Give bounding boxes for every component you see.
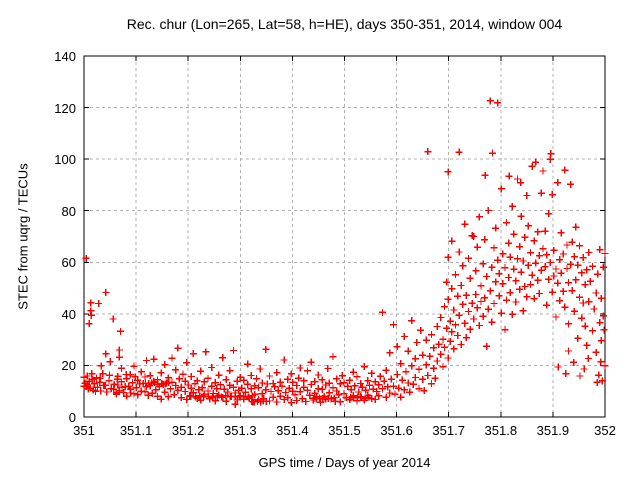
x-axis-label: GPS time / Days of year 2014 [258, 455, 431, 470]
y-tick-label: 120 [54, 100, 76, 116]
y-tick-label: 80 [61, 203, 76, 219]
x-tick-label: 351.9 [536, 423, 570, 438]
x-tick-label: 351.6 [380, 423, 413, 438]
y-tick-label: 60 [61, 255, 76, 271]
chart-title: Rec. chur (Lon=265, Lat=58, h=HE), days … [126, 16, 563, 32]
data-points [80, 97, 609, 408]
x-tick-label: 351 [73, 423, 95, 438]
x-tick-label: 351.8 [484, 423, 518, 438]
y-tick-label: 0 [68, 410, 76, 425]
x-tick-label: 351.5 [328, 423, 361, 438]
x-tick-label: 351.7 [432, 423, 465, 438]
y-tick-label: 140 [54, 49, 76, 64]
x-tick-label: 351.1 [119, 423, 153, 438]
x-tick-label: 352 [594, 423, 616, 438]
y-tick-label: 20 [61, 358, 76, 374]
x-tick-label: 351.2 [171, 423, 205, 438]
y-axis-label: STEC from uqrg / TECUs [15, 163, 31, 310]
x-tick-label: 351.4 [276, 423, 309, 438]
y-tick-label: 100 [54, 152, 76, 168]
x-tick-label: 351.3 [224, 423, 257, 438]
grid-lines [84, 56, 605, 417]
y-tick-label: 40 [61, 306, 76, 322]
